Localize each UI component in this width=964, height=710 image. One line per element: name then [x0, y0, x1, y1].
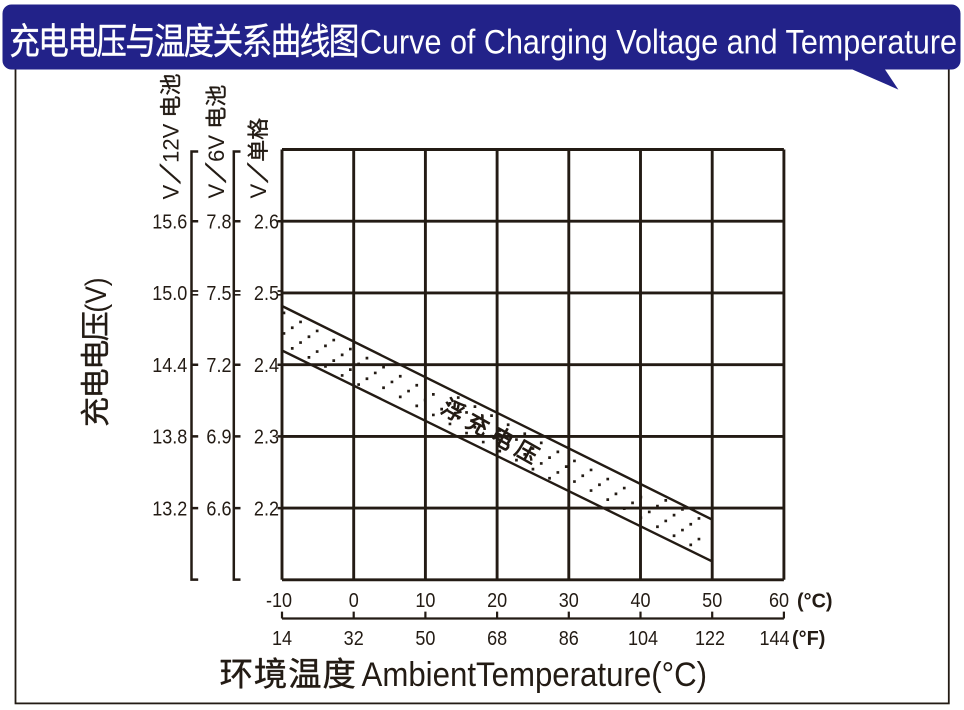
- svg-text:Curve of Charging Voltage and: Curve of Charging Voltage and Temperatur…: [360, 24, 957, 62]
- svg-text:7.2: 7.2: [206, 355, 231, 377]
- svg-text:10: 10: [415, 590, 435, 612]
- svg-text:12V: 12V: [159, 123, 184, 162]
- svg-text:-10: -10: [266, 590, 292, 612]
- svg-text:(V): (V): [78, 277, 112, 312]
- svg-text:7.5: 7.5: [206, 283, 231, 305]
- svg-text:V: V: [159, 185, 184, 200]
- svg-text:20: 20: [487, 590, 507, 612]
- svg-text:50: 50: [415, 628, 435, 650]
- svg-text:13.2: 13.2: [152, 498, 187, 520]
- svg-text:0: 0: [349, 590, 359, 612]
- svg-text:68: 68: [487, 628, 507, 650]
- svg-text:(°C): (°C): [797, 590, 833, 612]
- svg-text:2.5: 2.5: [254, 283, 279, 305]
- svg-text:AmbientTemperature(°C): AmbientTemperature(°C): [362, 656, 708, 694]
- svg-text:14: 14: [272, 628, 292, 650]
- svg-text:6.6: 6.6: [206, 498, 231, 520]
- svg-text:30: 30: [559, 590, 579, 612]
- svg-text:86: 86: [559, 628, 579, 650]
- svg-text:15.0: 15.0: [152, 283, 187, 305]
- svg-text:50: 50: [702, 590, 722, 612]
- svg-text:V: V: [246, 184, 271, 199]
- svg-text:15.6: 15.6: [152, 212, 187, 234]
- svg-text:2.4: 2.4: [254, 355, 279, 377]
- svg-text:2.6: 2.6: [254, 212, 279, 234]
- svg-text:13.8: 13.8: [152, 427, 187, 449]
- svg-text:7.8: 7.8: [206, 212, 231, 234]
- svg-text:14.4: 14.4: [152, 355, 187, 377]
- svg-text:40: 40: [630, 590, 650, 612]
- svg-text:(°F): (°F): [792, 628, 825, 650]
- svg-text:2.2: 2.2: [254, 498, 279, 520]
- svg-text:32: 32: [344, 628, 364, 650]
- svg-text:6V: 6V: [204, 135, 229, 162]
- svg-text:2.3: 2.3: [254, 427, 279, 449]
- svg-text:V: V: [204, 184, 229, 199]
- svg-text:144: 144: [759, 628, 789, 650]
- svg-text:60: 60: [769, 590, 789, 612]
- svg-text:6.9: 6.9: [206, 427, 231, 449]
- svg-text:104: 104: [628, 628, 658, 650]
- svg-text:122: 122: [695, 628, 725, 650]
